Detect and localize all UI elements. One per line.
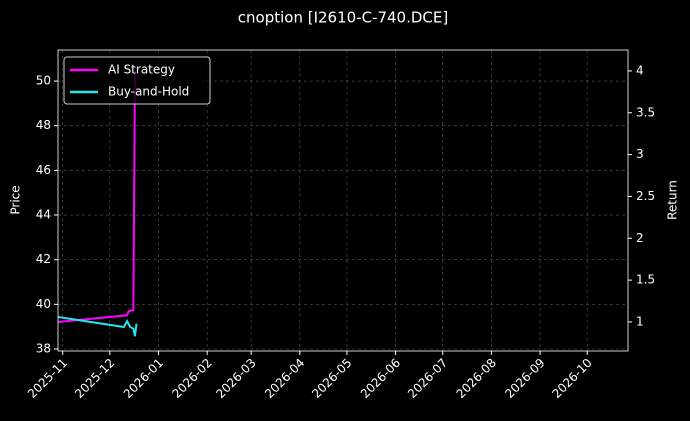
y-tick-label: 38 [36,341,51,355]
y2-tick-label: 1 [636,314,644,328]
y2-tick-label: 3.5 [636,105,655,119]
y2-tick-label: 2.5 [636,189,655,203]
legend-box [63,56,211,105]
y2-tick-label: 3 [636,147,644,161]
y2-tick-label: 1.5 [636,273,655,287]
line-series [58,70,136,323]
plot-frame [57,49,629,352]
y-axis-label: Price [9,185,23,214]
legend-label: Buy-and-Hold [108,85,189,99]
chart-title: cnoption [I2610-C-740.DCE] [238,9,448,27]
y-tick-label: 50 [36,74,51,88]
y-tick-label: 44 [36,208,51,222]
y-tick-label: 48 [36,118,51,132]
y2-axis-label: Return [666,180,680,220]
y2-tick-label: 4 [636,63,644,77]
legend-label: AI Strategy [108,63,175,77]
y-tick-label: 46 [36,163,51,177]
line-series [58,315,138,337]
y-tick-label: 42 [36,252,51,266]
y2-tick-label: 2 [636,231,644,245]
y-tick-label: 40 [36,297,51,311]
